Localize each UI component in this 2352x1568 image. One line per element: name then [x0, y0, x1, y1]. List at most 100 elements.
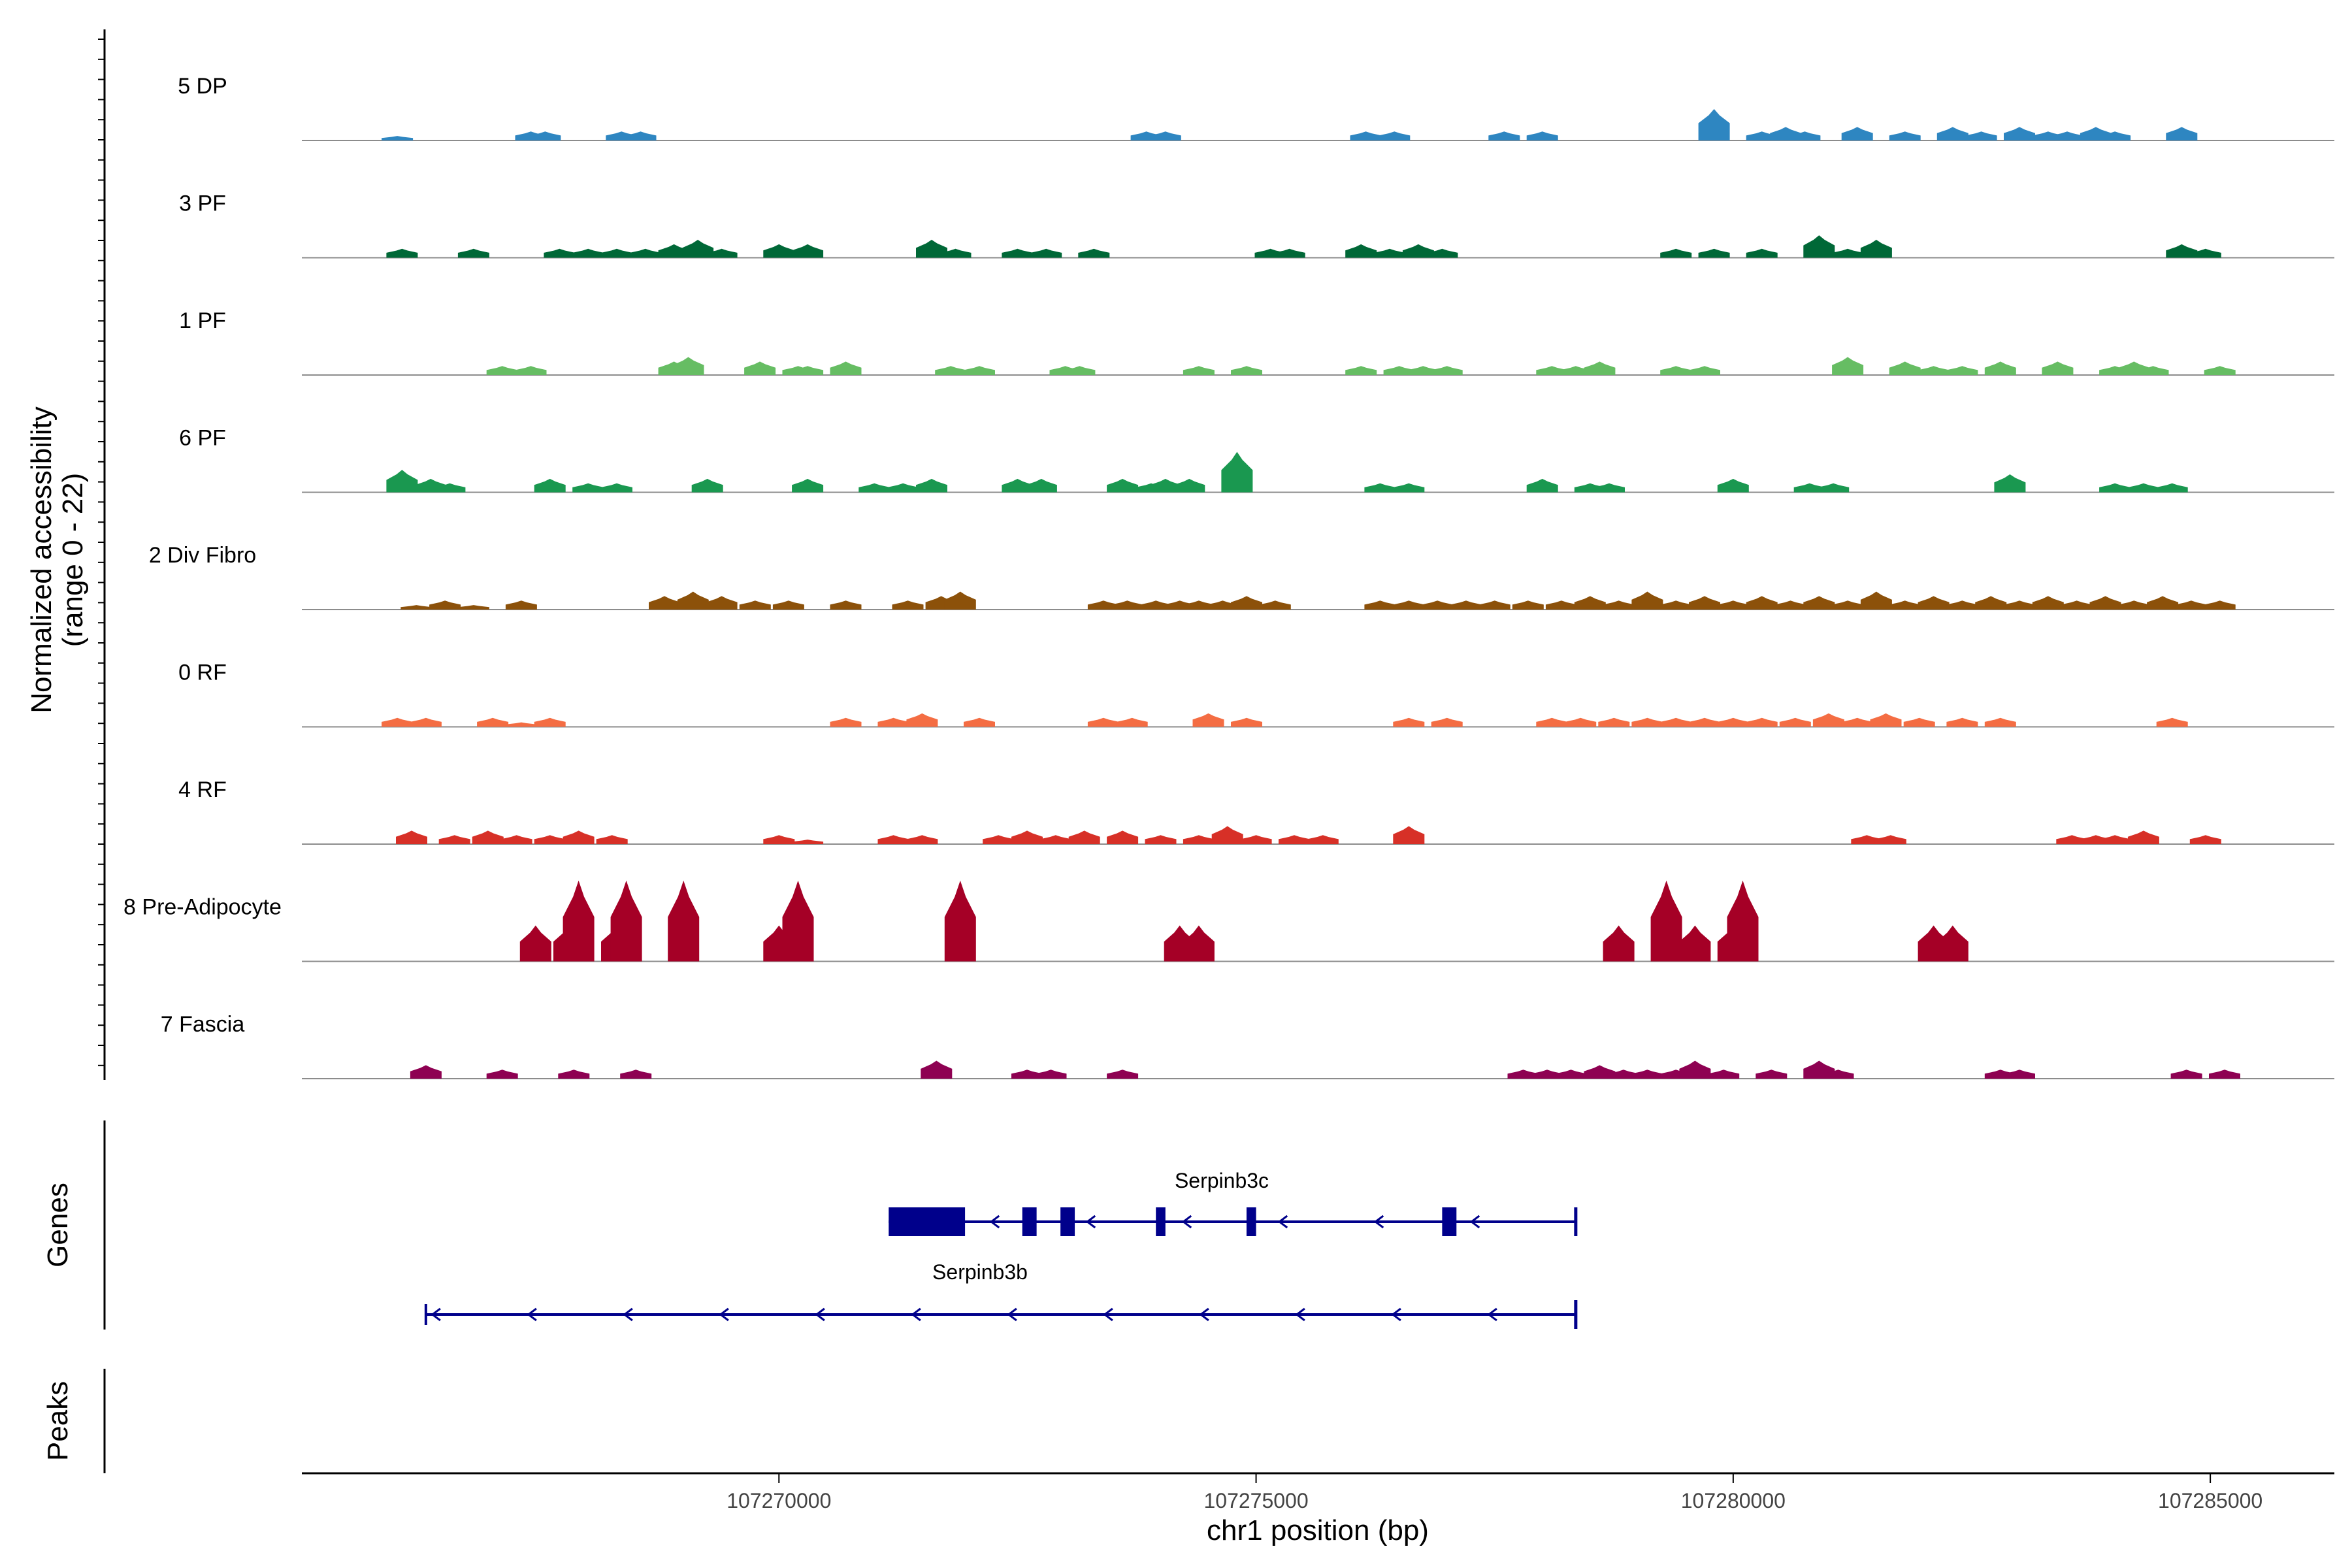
coverage-peak	[1889, 600, 1921, 610]
coverage-peak	[1698, 248, 1730, 258]
coverage-peak	[792, 244, 824, 258]
coverage-peak	[534, 717, 566, 727]
coverage-peak	[1111, 600, 1143, 610]
strand-arrow	[1199, 1307, 1209, 1322]
coverage-peak	[983, 835, 1015, 844]
coverage-peak	[1874, 835, 1906, 844]
coverage-peak	[1631, 1070, 1663, 1079]
coverage-peak	[1068, 830, 1100, 844]
coverage-peak	[1173, 478, 1205, 493]
coverage-peak	[1822, 1070, 1854, 1079]
x-tick-label: 107270000	[727, 1489, 831, 1512]
track-label: 2 Div Fibro	[149, 543, 256, 568]
coverage-peak	[1965, 131, 1997, 140]
track-8-pre-adipocyte: 8 Pre-Adipocyte	[123, 880, 2334, 962]
coverage-peak	[2209, 1070, 2240, 1079]
coverage-tracks: 5 DP 3 PF 1 PF 6 PF 2 Div Fibro 0 RF 4 RF 8 Pre…	[123, 74, 2334, 1079]
coverage-peak	[1717, 478, 1749, 493]
coverage-peak	[486, 1070, 518, 1079]
coverage-peak	[906, 835, 938, 844]
coverage-peak	[515, 366, 547, 375]
track-label: 0 RF	[178, 661, 227, 685]
coverage-peak	[558, 1070, 590, 1079]
coverage-peak	[1708, 1070, 1740, 1079]
coverage-peak	[887, 483, 919, 493]
coverage-peak	[782, 880, 814, 962]
coverage-peak	[1545, 600, 1577, 610]
coverage-peak	[964, 366, 995, 375]
coverage-peak	[519, 925, 551, 962]
strand-arrow	[719, 1307, 729, 1322]
coverage-peak	[672, 357, 704, 375]
coverage-peak	[1746, 248, 1778, 258]
gene-exon	[1442, 1207, 1457, 1236]
coverage-peak	[1555, 1070, 1587, 1079]
coverage-peak	[1526, 131, 1558, 140]
coverage-peak	[1832, 357, 1864, 375]
coverage-peak	[1789, 131, 1821, 140]
coverage-peak	[534, 835, 566, 844]
x-tick-label: 107285000	[2158, 1489, 2262, 1512]
coverage-peak	[529, 131, 561, 140]
coverage-peak	[620, 1070, 652, 1079]
coverage-peak	[1393, 600, 1425, 610]
coverage-peak	[429, 600, 461, 610]
coverage-peak	[572, 248, 604, 258]
coverage-peak	[877, 717, 909, 727]
coverage-peak	[1746, 596, 1778, 610]
coverage-peak	[1273, 248, 1305, 258]
coverage-peak	[629, 248, 661, 258]
coverage-peak	[830, 600, 862, 610]
coverage-peak	[1450, 600, 1482, 610]
coverage-peak	[1011, 1070, 1043, 1079]
coverage-peak	[1279, 835, 1310, 844]
coverage-peak	[382, 136, 414, 140]
coverage-peak	[1584, 1065, 1616, 1079]
coverage-peak	[1717, 717, 1749, 727]
coverage-peak	[658, 244, 690, 258]
coverage-peak	[1002, 248, 1034, 258]
coverage-peak	[1936, 925, 1968, 962]
coverage-peak	[1598, 717, 1630, 727]
strand-arrow	[527, 1307, 537, 1322]
coverage-peak	[1183, 835, 1215, 844]
coverage-peak	[1727, 880, 1759, 962]
coverage-peak	[1231, 596, 1262, 610]
coverage-peak	[877, 835, 909, 844]
coverage-peak	[1593, 483, 1625, 493]
strand-arrow	[1007, 1307, 1017, 1322]
track-label: 5 DP	[178, 74, 227, 99]
coverage-peak	[1994, 474, 2026, 493]
coverage-peak	[2089, 596, 2121, 610]
coverage-peak	[2189, 835, 2221, 844]
coverage-peak	[1574, 596, 1606, 610]
coverage-peak	[1478, 600, 1511, 610]
coverage-peak	[1107, 1070, 1139, 1079]
coverage-peak	[610, 880, 642, 962]
coverage-peak	[2099, 835, 2131, 844]
strand-arrow	[1085, 1215, 1096, 1229]
coverage-peak	[792, 366, 824, 375]
track-7-fascia: 7 Fascia	[161, 1012, 2334, 1079]
strand-arrow	[815, 1307, 825, 1322]
coverage-peak	[1350, 131, 1382, 140]
coverage-peak	[792, 478, 824, 493]
coverage-peak	[1631, 591, 1663, 610]
coverage-peak	[1603, 925, 1635, 962]
coverage-peak	[1536, 717, 1568, 727]
x-ticks: 107270000 107275000 107280000 107285000	[727, 1473, 2262, 1512]
strand-arrow	[911, 1307, 921, 1322]
coverage-peak	[944, 591, 976, 610]
coverage-peak	[2175, 600, 2207, 610]
strand-arrow	[1391, 1307, 1401, 1322]
coverage-peak	[944, 880, 976, 962]
coverage-peak	[1364, 600, 1396, 610]
coverage-peak	[1039, 835, 1071, 844]
coverage-peak	[1531, 1070, 1563, 1079]
coverage-peak	[1192, 713, 1224, 727]
coverage-peak	[2127, 830, 2159, 844]
coverage-peak	[1145, 835, 1177, 844]
coverage-peak	[1660, 717, 1692, 727]
coverage-peak	[1698, 108, 1730, 140]
